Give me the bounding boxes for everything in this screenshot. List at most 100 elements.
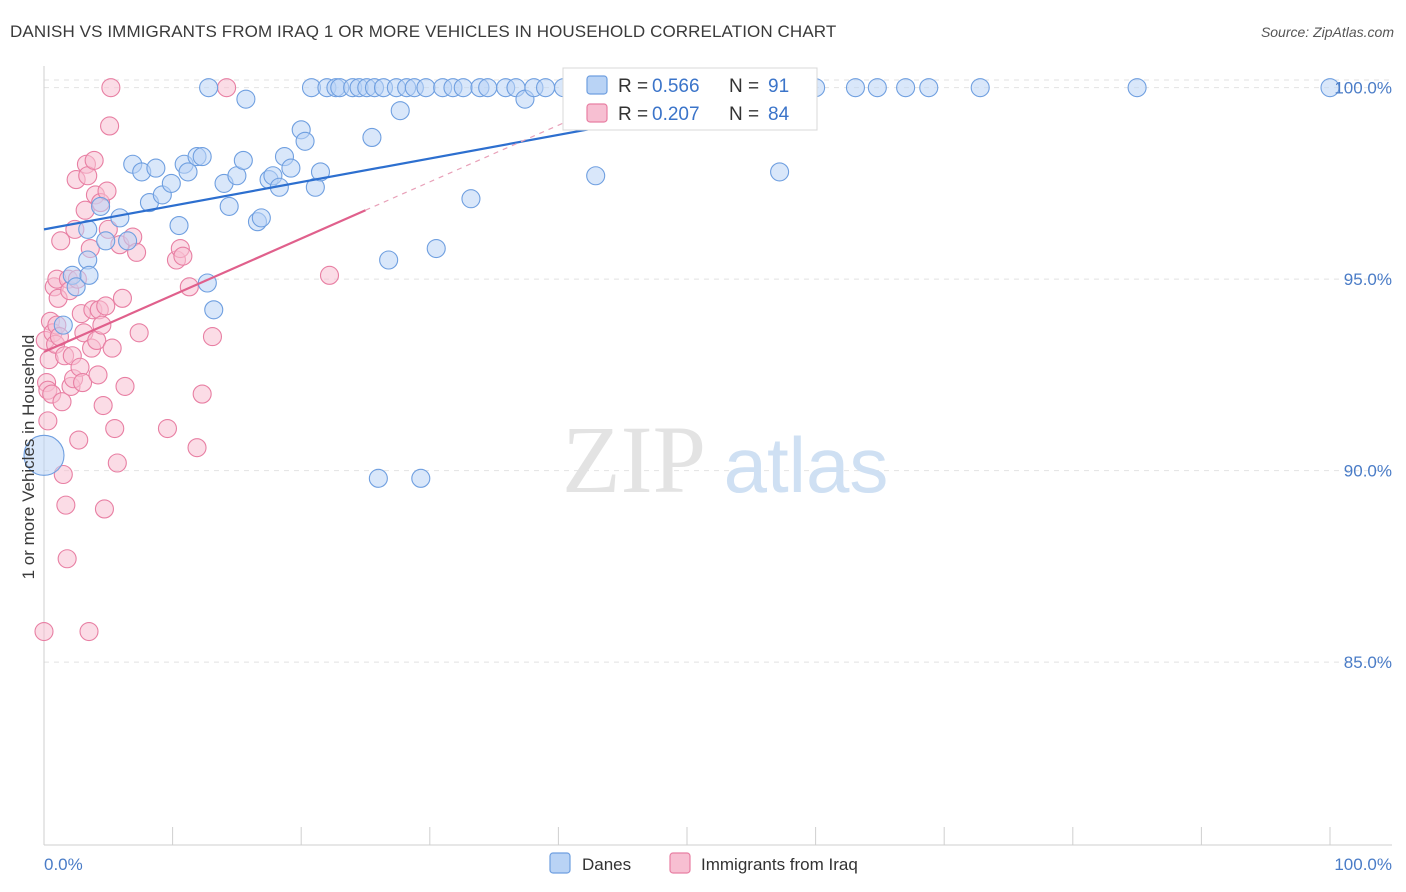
data-point — [96, 296, 116, 316]
data-point — [91, 196, 111, 216]
y-tick-label: 85.0% — [1344, 653, 1392, 672]
y-tick-label: 100.0% — [1334, 79, 1392, 98]
data-point — [368, 468, 388, 488]
data-point — [896, 78, 916, 98]
data-point — [161, 173, 181, 193]
data-point — [478, 78, 498, 98]
legend: Danes Immigrants from Iraq — [549, 852, 858, 874]
data-point — [115, 376, 135, 396]
y-tick-label: 90.0% — [1344, 462, 1392, 481]
data-point — [192, 384, 212, 404]
stats-box: R = 0.566 N = 91 R = 0.207 N = 84 — [562, 67, 818, 131]
y-axis-label: 1 or more Vehicles in Household — [19, 335, 38, 580]
data-point — [100, 116, 120, 136]
data-point — [379, 250, 399, 270]
stats-n-label-danes: N = — [729, 76, 759, 97]
data-point — [1127, 78, 1147, 98]
data-point — [845, 78, 866, 98]
data-point — [92, 315, 112, 335]
data-point — [53, 315, 73, 335]
data-point — [157, 418, 178, 439]
data-point — [73, 373, 93, 393]
data-point — [110, 208, 130, 228]
data-point — [105, 418, 125, 439]
stats-n-value-danes: 91 — [768, 76, 789, 97]
data-point — [236, 89, 256, 109]
data-point — [219, 196, 239, 216]
data-point — [416, 78, 436, 98]
x-tick-label: 0.0% — [44, 855, 83, 874]
watermark-zip: ZIP — [562, 406, 706, 513]
data-point — [102, 338, 122, 358]
data-point — [295, 131, 315, 151]
data-point — [94, 499, 114, 519]
data-point — [770, 162, 790, 182]
data-point — [34, 621, 54, 642]
data-point — [919, 78, 939, 98]
legend-swatch-danes — [549, 852, 571, 874]
data-point — [867, 78, 887, 98]
data-point — [84, 150, 104, 170]
legend-swatch-iraq — [669, 852, 691, 874]
data-point — [199, 78, 219, 98]
data-point — [202, 327, 223, 347]
stats-r-value-danes: 0.566 — [652, 76, 700, 97]
source-label: Source: ZipAtlas.com — [1260, 24, 1394, 40]
data-point — [586, 166, 606, 186]
watermark-atlas: atlas — [724, 421, 889, 509]
data-points — [23, 78, 1340, 642]
x-tick-label: 100.0% — [1334, 855, 1392, 874]
data-point — [23, 434, 65, 476]
data-point — [411, 468, 431, 488]
legend-label-iraq: Immigrants from Iraq — [701, 855, 858, 874]
data-point — [107, 453, 127, 473]
data-point — [88, 365, 108, 385]
data-point — [118, 231, 138, 251]
stats-n-label-iraq: N = — [729, 104, 759, 125]
data-point — [426, 238, 446, 259]
data-point — [79, 265, 99, 285]
data-point — [51, 231, 71, 251]
data-point — [169, 215, 189, 236]
data-point — [38, 411, 58, 431]
legend-label-danes: Danes — [582, 855, 631, 874]
data-point — [96, 231, 116, 251]
axes — [43, 66, 1392, 846]
data-point — [362, 127, 382, 147]
data-point — [319, 265, 340, 285]
data-point — [66, 277, 86, 297]
tick-labels: 85.0% 90.0% 95.0% 100.0% 0.0% 100.0% — [44, 79, 1392, 874]
data-point — [129, 323, 149, 343]
data-point — [461, 189, 481, 209]
stats-r-label-iraq: R = — [618, 104, 648, 125]
data-point — [173, 246, 193, 266]
trend-line-iraq — [43, 209, 366, 353]
data-point — [233, 150, 253, 170]
data-point — [57, 549, 77, 569]
data-point — [178, 162, 198, 182]
data-point — [204, 300, 224, 320]
stats-n-value-iraq: 84 — [768, 104, 790, 125]
data-point — [251, 208, 271, 228]
data-point — [217, 78, 237, 98]
data-point — [281, 158, 301, 178]
stats-swatch-danes — [586, 75, 608, 95]
data-point — [56, 495, 76, 515]
stats-r-value-iraq: 0.207 — [652, 104, 700, 125]
data-point — [101, 78, 121, 98]
data-point — [79, 621, 99, 642]
data-point — [453, 78, 473, 98]
data-point — [1320, 78, 1340, 98]
data-point — [390, 101, 410, 121]
data-point — [970, 78, 990, 98]
data-point — [146, 158, 166, 178]
data-point — [93, 395, 113, 416]
data-point — [192, 147, 212, 167]
data-point — [187, 438, 207, 458]
data-point — [310, 162, 331, 182]
data-point — [535, 78, 556, 98]
data-point — [112, 288, 132, 308]
stats-r-label-danes: R = — [618, 76, 648, 97]
chart-title: DANISH VS IMMIGRANTS FROM IRAQ 1 OR MORE… — [10, 22, 837, 41]
stats-swatch-iraq — [586, 103, 608, 123]
